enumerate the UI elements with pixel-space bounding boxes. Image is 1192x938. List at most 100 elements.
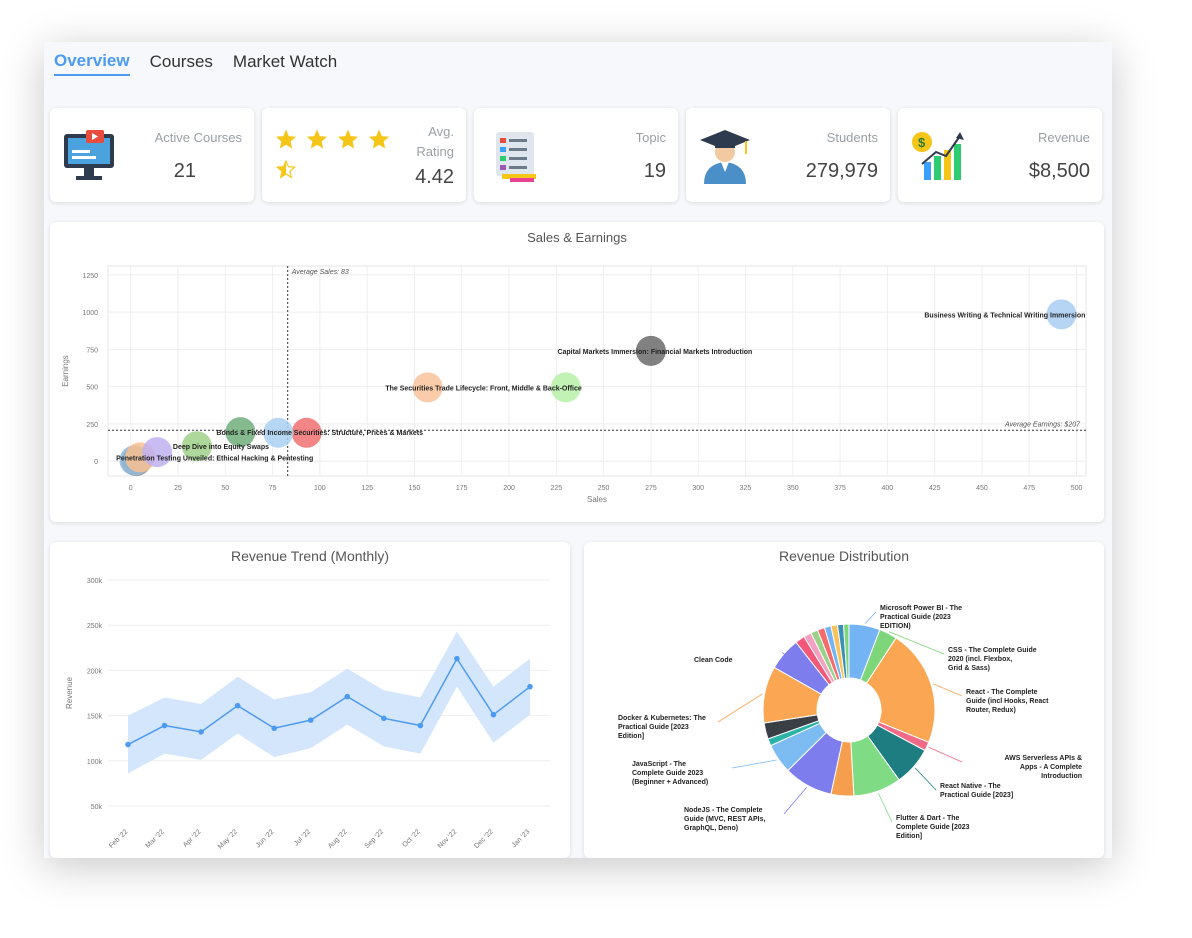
revenue-distribution-chart: Microsoft Power BI - The Practical Guide … xyxy=(618,605,1082,840)
slice-label: Clean Code xyxy=(694,657,733,664)
star-half-icon xyxy=(277,161,286,178)
data-point xyxy=(161,722,168,729)
y-axis-label: Revenue xyxy=(65,676,74,709)
y-tick-label: 1250 xyxy=(82,273,98,280)
star-rating xyxy=(275,129,390,179)
slice-label: NodeJS - The Complete Guide (MVC, REST AP… xyxy=(684,807,765,832)
slice-label: CSS - The Complete Guide 2020 (incl. Flex… xyxy=(948,647,1037,672)
label-leader xyxy=(782,652,795,665)
y-tick-label: 250 xyxy=(86,422,98,429)
slice-label: Docker & Kubernetes: The Practical Guide … xyxy=(618,715,706,740)
kpi-students: Students 279,979 xyxy=(686,108,890,202)
sales-earnings-card: Sales & Earnings 0 25 50 75 100 125 150 175 200 2… xyxy=(50,222,1104,522)
x-tick-label: 125 xyxy=(361,485,373,492)
revenue-trend-card: Revenue Trend (Monthly) 50k 100k 150k 200k 2… xyxy=(50,542,570,858)
kpi-avg-rating: Avg. Rating 4.42 xyxy=(262,108,466,202)
revenue-chart-icon: $ xyxy=(912,132,964,180)
tab-overview[interactable]: Overview xyxy=(54,51,130,76)
data-point xyxy=(344,693,351,700)
kpi-label: Students xyxy=(826,130,878,145)
topic-list-icon xyxy=(496,132,536,182)
kpi-value: 19 xyxy=(643,160,666,182)
data-point xyxy=(527,683,533,690)
data-point xyxy=(454,655,460,662)
x-tick-label: Jul '22 xyxy=(293,828,312,847)
donut-hole xyxy=(817,678,881,742)
scatter-point xyxy=(181,431,212,462)
y-tick-label: 50k xyxy=(91,804,103,811)
scatter-point xyxy=(142,437,173,468)
tab-bar: Overview Courses Market Watch xyxy=(54,48,337,78)
slice-label: Microsoft Power BI - The Practical Guide … xyxy=(880,605,962,630)
scatter-point xyxy=(263,417,294,448)
kpi-label: Revenue xyxy=(1037,130,1090,145)
kpi-value: $8,500 xyxy=(1028,160,1090,182)
kpi-value: 4.42 xyxy=(415,166,454,188)
avg-sales-label: Average Sales: 83 xyxy=(291,269,349,276)
kpi-value: 21 xyxy=(173,160,196,182)
scatter-point xyxy=(635,335,666,366)
x-tick-label: 500 xyxy=(1071,485,1083,492)
kpi-label: Avg. Rating xyxy=(416,124,454,159)
x-tick-label: 250 xyxy=(598,485,610,492)
x-tick-label: 200 xyxy=(503,485,515,492)
x-tick-label: Nov '22 xyxy=(437,828,459,850)
x-tick-label: 400 xyxy=(882,485,894,492)
x-tick-label: 225 xyxy=(550,485,562,492)
x-tick-label: 75 xyxy=(269,485,277,492)
scatter-point xyxy=(412,372,443,403)
label-leader xyxy=(888,631,945,655)
star-icon xyxy=(306,129,328,149)
slice-label: React Native - The Practical Guide [2023] xyxy=(940,783,1013,799)
slice-label: React - The Complete Guide (incl Hooks, R… xyxy=(966,689,1049,714)
chart-title: Revenue Distribution xyxy=(779,548,909,564)
label-leader xyxy=(877,792,893,823)
data-point xyxy=(271,725,277,732)
tab-courses[interactable]: Courses xyxy=(149,51,213,71)
x-tick-label: 450 xyxy=(976,485,988,492)
y-tick-label: 250k xyxy=(87,623,103,630)
label-leader xyxy=(864,611,877,624)
y-tick-label: 150k xyxy=(87,714,103,721)
revenue-trend-chart: 50k 100k 150k 200k 250k 300k Revenue Feb '22 Mar… xyxy=(65,578,550,851)
x-axis-label: Sales xyxy=(587,495,607,504)
scatter-point xyxy=(225,417,256,448)
slice-label: AWS Serverless APIs & Apps - A Complete In… xyxy=(1004,755,1082,780)
x-tick-label: Apr '22 xyxy=(182,828,203,849)
star-icon xyxy=(368,129,390,149)
label-leader xyxy=(783,786,808,815)
point-label: The Securities Trade Lifecycle: Front, M… xyxy=(385,385,582,392)
confidence-band xyxy=(128,631,530,774)
x-tick-label: Dec '22 xyxy=(473,828,495,850)
chart-title: Revenue Trend (Monthly) xyxy=(231,548,389,564)
x-tick-label: Sep '22 xyxy=(364,828,386,850)
label-leader xyxy=(731,759,777,769)
kpi-value: 279,979 xyxy=(805,160,878,182)
kpi-label: Active Courses xyxy=(154,130,242,145)
point-label: Bonds & Fixed Income Securities: Structu… xyxy=(216,430,423,437)
x-tick-label: 375 xyxy=(834,485,846,492)
x-tick-label: 100 xyxy=(314,485,326,492)
x-tick-label: 425 xyxy=(929,485,941,492)
y-axis-label: Earnings xyxy=(61,355,70,387)
scatter-point xyxy=(550,372,581,403)
graduate-icon xyxy=(700,130,750,184)
tab-market-watch[interactable]: Market Watch xyxy=(232,51,338,71)
point-label: Business Writing & Technical Writing Imm… xyxy=(924,312,1085,319)
scatter-point xyxy=(1046,299,1077,330)
data-point xyxy=(307,717,314,723)
x-tick-label: 175 xyxy=(456,485,468,492)
x-tick-label: 150 xyxy=(409,485,421,492)
data-point xyxy=(490,711,497,718)
chart-title: Sales & Earnings xyxy=(527,230,627,245)
scatter-point xyxy=(291,417,322,448)
point-label: Deep Dive into Equity Swaps xyxy=(173,444,269,451)
x-tick-label: Mar '22 xyxy=(145,828,166,849)
kpi-revenue: $ Revenue $8,500 xyxy=(898,108,1102,202)
point-label: Penetration Testing Unveiled: Ethical Ha… xyxy=(116,455,313,462)
x-tick-label: Jun '22 xyxy=(255,828,276,849)
data-point xyxy=(198,729,204,735)
y-tick-label: 500 xyxy=(86,385,98,392)
kpi-topic: Topic 19 xyxy=(474,108,678,202)
star-icon xyxy=(337,129,359,149)
